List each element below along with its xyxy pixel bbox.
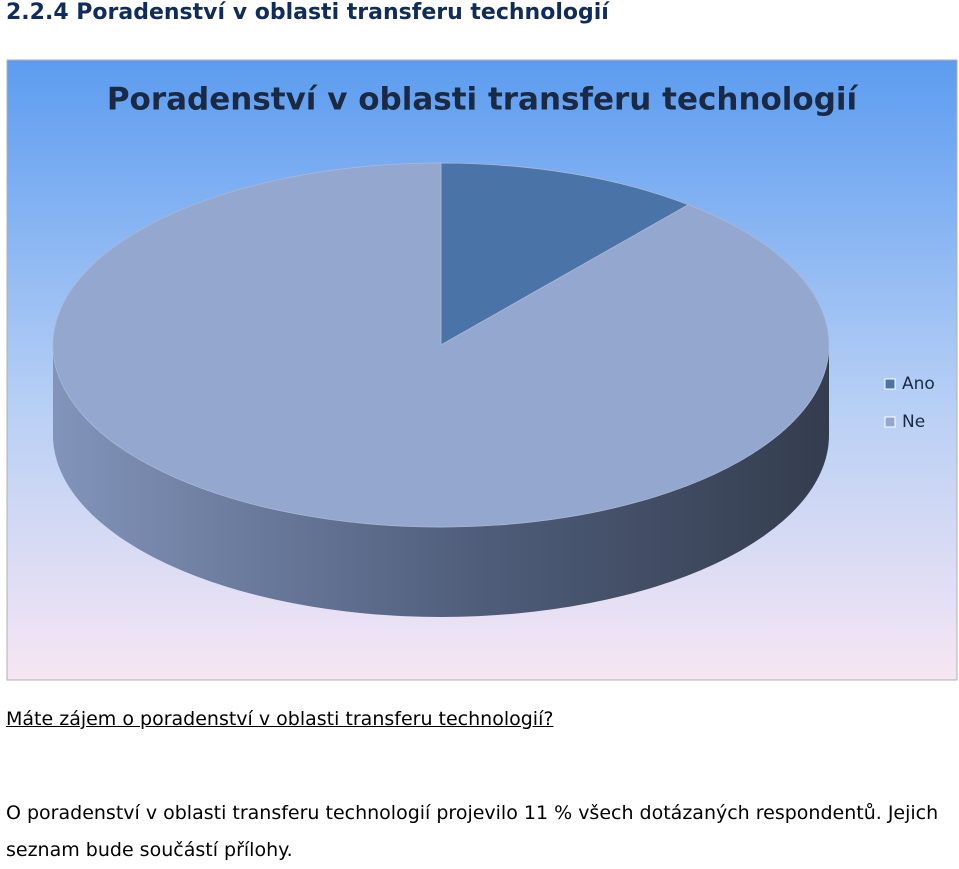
question: Máte zájem o poradenství v oblasti trans…: [6, 708, 554, 730]
legend-label: Ne: [902, 412, 925, 432]
pie-slice: [52, 162, 830, 528]
legend-label: Ano: [902, 374, 935, 394]
legend-swatch: [884, 416, 896, 428]
chart-title: Poradenství v oblasti transferu technolo…: [107, 82, 859, 118]
paragraph: O poradenství v oblasti transferu techno…: [6, 802, 939, 861]
pie-side: [53, 345, 829, 617]
chart: Poradenství v oblasti transferu technolo…: [6, 59, 958, 681]
legend-swatch: [884, 378, 896, 390]
pie-slice: [440, 162, 690, 346]
heading: 2.2.4 Poradenství v oblasti transferu te…: [6, 0, 609, 25]
